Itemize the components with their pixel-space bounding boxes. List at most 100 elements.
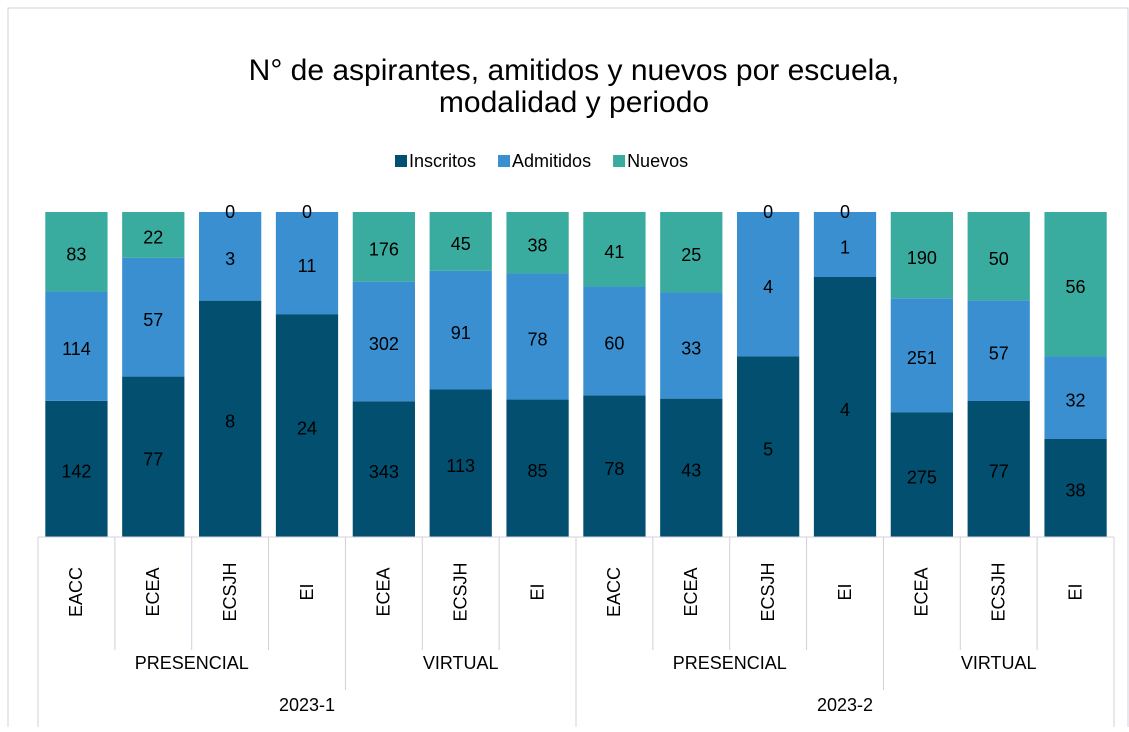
- data-label: 0: [225, 202, 235, 222]
- bar-segment: [967, 212, 1030, 301]
- data-label: 60: [604, 334, 624, 354]
- data-label: 0: [302, 202, 312, 222]
- data-label: 5: [763, 439, 773, 459]
- bar-segment: [45, 291, 108, 401]
- bar-segment: [429, 270, 492, 390]
- data-label: 33: [681, 338, 701, 358]
- data-label: 83: [66, 245, 86, 265]
- bar-segment: [890, 412, 953, 537]
- x-tick-label: ECSJH: [220, 562, 240, 621]
- x-tick-label: ECEA: [143, 567, 163, 616]
- bar-segment: [813, 277, 877, 537]
- x-tick-label: ECEA: [912, 567, 932, 616]
- data-label: 38: [1066, 481, 1086, 501]
- data-label: 302: [369, 334, 399, 354]
- x-tick-label: ECSJH: [988, 562, 1008, 621]
- bar-segment: [583, 286, 646, 396]
- x-tick-label: ECSJH: [450, 562, 470, 621]
- data-label: 91: [451, 323, 471, 343]
- bar-segment: [352, 281, 415, 402]
- period-label: 2023-1: [279, 695, 335, 715]
- data-label: 22: [143, 228, 163, 248]
- chart-title: modalidad y periodo: [439, 86, 709, 119]
- bar-segment: [122, 212, 185, 258]
- data-label: 275: [907, 467, 937, 487]
- bar-segment: [506, 399, 569, 537]
- bar-segment: [660, 212, 723, 293]
- x-tick-label: ECSJH: [758, 562, 778, 621]
- bar-segment: [45, 212, 108, 292]
- group-label: VIRTUAL: [961, 653, 1037, 673]
- x-tick-label: ECEA: [681, 567, 701, 616]
- legend-label: Inscritos: [409, 151, 476, 171]
- data-label: 190: [907, 248, 937, 268]
- x-tick-label: EI: [835, 583, 855, 600]
- bar-segment: [660, 398, 723, 537]
- legend-label: Nuevos: [627, 151, 688, 171]
- data-label: 4: [763, 277, 773, 297]
- bar-segment: [506, 212, 569, 274]
- data-label: 57: [143, 310, 163, 330]
- bar-segment: [429, 212, 492, 271]
- bar-segment: [583, 212, 646, 287]
- chart-frame: [7, 7, 1129, 732]
- data-label: 8: [225, 412, 235, 432]
- data-label: 43: [681, 461, 701, 481]
- period-label: 2023-2: [817, 695, 873, 715]
- data-label: 176: [369, 240, 399, 260]
- data-label: 85: [528, 461, 548, 481]
- bar-segment: [967, 400, 1030, 537]
- data-label: 32: [1066, 390, 1086, 410]
- data-label: 0: [840, 202, 850, 222]
- bar-segment: [429, 389, 492, 537]
- bar-segment: [275, 314, 339, 537]
- bar-segment: [122, 376, 185, 537]
- bar-segment: [813, 212, 877, 277]
- bar-segment: [737, 356, 800, 537]
- data-label: 343: [369, 462, 399, 482]
- bar-segment: [199, 212, 262, 301]
- data-label: 56: [1066, 277, 1086, 297]
- bar-segment: [1044, 438, 1107, 537]
- bar-segment: [1044, 212, 1107, 357]
- data-label: 142: [61, 462, 91, 482]
- bar-segment: [122, 257, 185, 377]
- x-tick-label: EI: [527, 583, 547, 600]
- data-label: 251: [907, 348, 937, 368]
- data-label: 24: [297, 418, 317, 438]
- data-label: 45: [451, 234, 471, 254]
- data-label: 50: [989, 249, 1009, 269]
- bar-segment: [890, 298, 953, 413]
- data-label: 3: [225, 249, 235, 269]
- bar-segment: [506, 273, 569, 400]
- data-label: 0: [763, 202, 773, 222]
- data-label: 113: [446, 456, 475, 476]
- data-label: 38: [528, 235, 548, 255]
- group-label: VIRTUAL: [423, 653, 499, 673]
- data-label: 77: [143, 450, 163, 470]
- data-label: 78: [528, 329, 548, 349]
- legend-label: Admitidos: [512, 151, 591, 171]
- data-label: 4: [840, 400, 850, 420]
- group-label: PRESENCIAL: [673, 653, 787, 673]
- bar-segment: [352, 212, 415, 282]
- data-label: 57: [989, 343, 1009, 363]
- bar-segment: [583, 395, 646, 537]
- data-label: 77: [989, 462, 1009, 482]
- data-label: 11: [298, 256, 317, 276]
- bar-segment: [45, 400, 108, 537]
- x-tick-label: EACC: [66, 567, 86, 617]
- data-label: 78: [604, 459, 624, 479]
- legend-swatch: [613, 155, 626, 167]
- x-tick-label: ECEA: [374, 567, 394, 616]
- chart-title: N° de aspirantes, amitidos y nuevos por …: [249, 54, 900, 87]
- data-label: 41: [604, 242, 624, 262]
- bar-segment: [275, 212, 339, 315]
- x-tick-label: EI: [297, 583, 317, 600]
- bar-segment: [737, 212, 800, 357]
- group-label: PRESENCIAL: [135, 653, 249, 673]
- bar-segment: [352, 401, 415, 537]
- data-label: 25: [681, 245, 701, 265]
- data-label: 1: [840, 237, 850, 257]
